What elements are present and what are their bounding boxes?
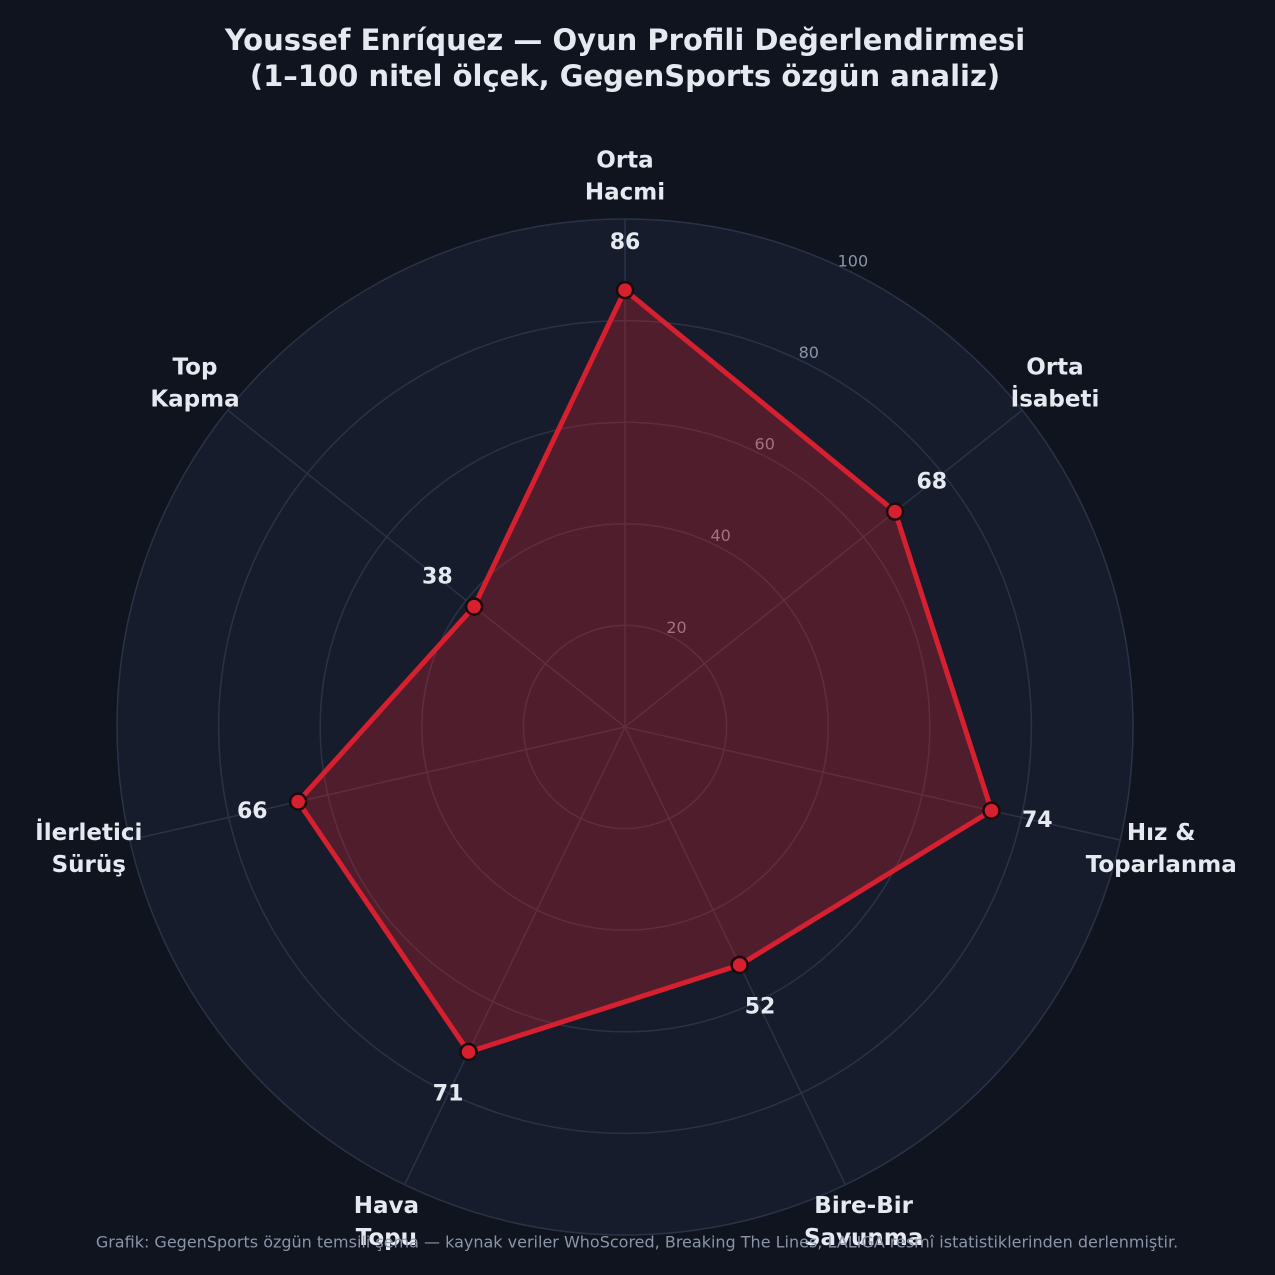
data-point <box>730 955 749 975</box>
r-tick-label: 20 <box>666 618 686 637</box>
value-label: 38 <box>422 564 453 589</box>
data-point <box>464 597 484 616</box>
category-label: Hava <box>354 1193 419 1219</box>
chart-title: Youssef Enríquez — Oyun Profili Değerlen… <box>224 23 1025 57</box>
category-label: Kapma <box>150 387 239 413</box>
spoke <box>227 409 626 728</box>
r-tick-label: 80 <box>799 343 819 362</box>
data-point <box>615 280 635 300</box>
category-label: Orta <box>596 148 653 174</box>
value-label: 68 <box>917 469 948 494</box>
chart-title: (1–100 nitel ölçek, GegenSports özgün an… <box>250 59 1000 93</box>
category-label: Savunma <box>804 1225 923 1251</box>
series-area <box>295 287 994 1055</box>
spoke <box>129 726 626 841</box>
value-label: 66 <box>237 799 268 824</box>
r-tick-label: 40 <box>710 526 730 545</box>
r-tick-label: 100 <box>838 252 869 271</box>
category-label: Hacmi <box>585 180 665 206</box>
data-point <box>982 801 1001 820</box>
data-point <box>459 1042 478 1062</box>
r-tick-label: 60 <box>755 435 775 454</box>
spoke <box>624 726 1121 841</box>
category-label: İlerletici <box>35 818 142 846</box>
category-label: Toparlanma <box>1086 852 1237 878</box>
data-point <box>288 792 308 811</box>
spoke <box>624 726 847 1186</box>
value-label: 71 <box>433 1081 464 1106</box>
spoke <box>403 726 626 1186</box>
category-label: İsabeti <box>1011 385 1100 413</box>
footnote: Grafik: GegenSports özgün temsili şema —… <box>96 1233 1178 1252</box>
category-label: Topu <box>356 1225 417 1251</box>
value-label: 86 <box>610 230 641 255</box>
category-label: Top <box>173 355 218 381</box>
category-label: Hız & <box>1127 820 1196 846</box>
value-label: 74 <box>1022 808 1053 833</box>
data-point <box>885 502 905 521</box>
category-label: Orta <box>1026 355 1083 381</box>
value-label: 52 <box>745 994 776 1019</box>
category-label: Sürüş <box>52 852 126 878</box>
spoke <box>624 409 1023 728</box>
category-label: Bire-Bir <box>814 1193 913 1219</box>
